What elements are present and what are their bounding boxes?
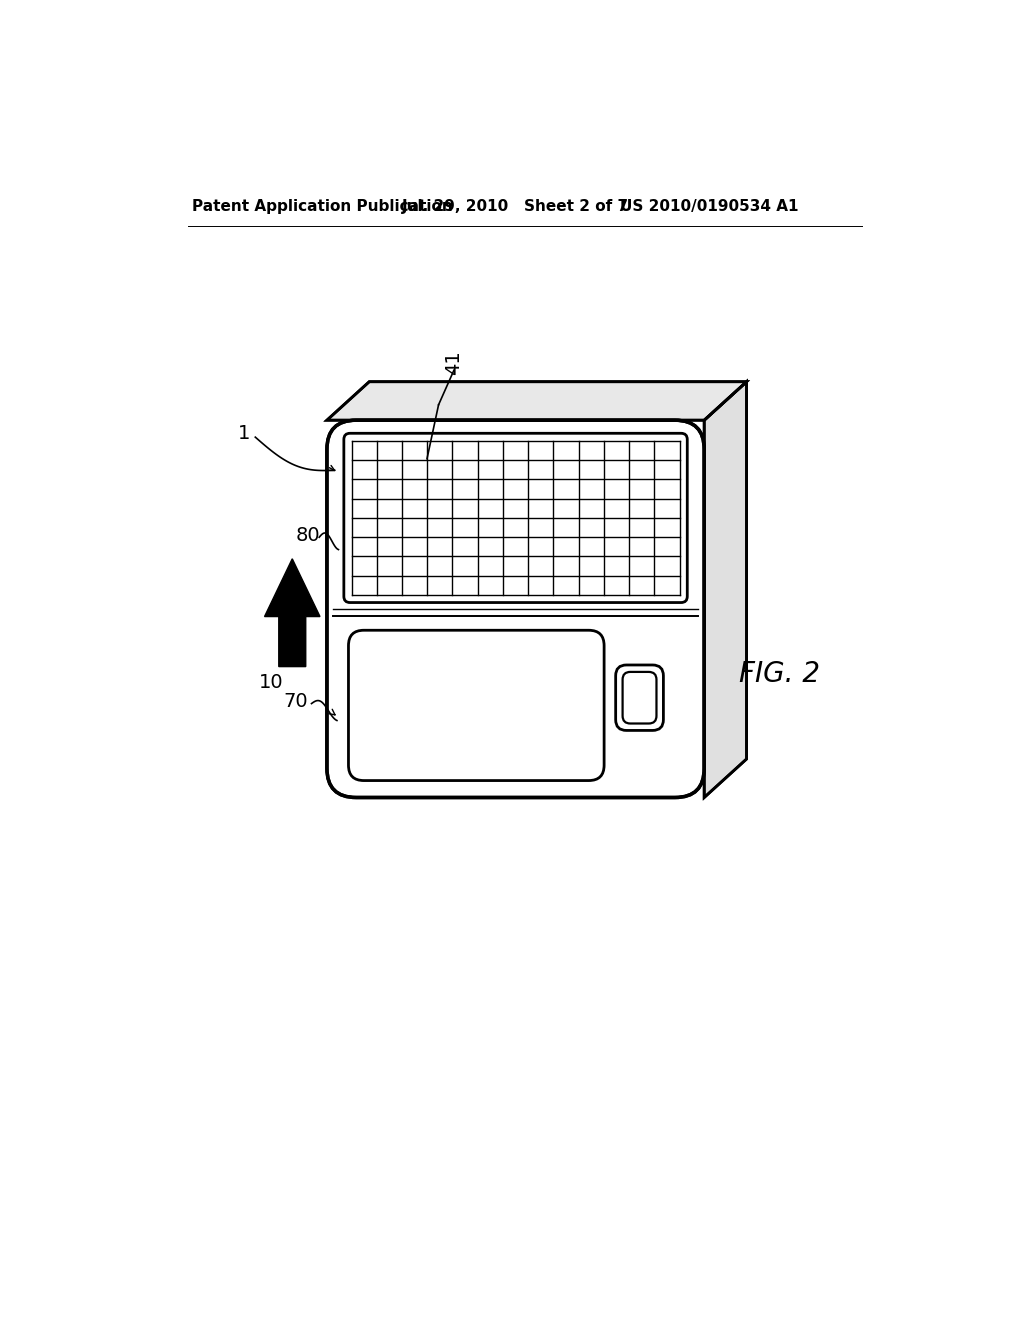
Text: 1: 1	[238, 424, 250, 442]
Text: 80: 80	[295, 527, 319, 545]
FancyBboxPatch shape	[327, 420, 705, 797]
Polygon shape	[705, 381, 746, 797]
FancyBboxPatch shape	[623, 672, 656, 723]
Text: 41: 41	[444, 350, 464, 375]
Text: Jul. 29, 2010   Sheet 2 of 7: Jul. 29, 2010 Sheet 2 of 7	[401, 199, 629, 214]
FancyBboxPatch shape	[348, 630, 604, 780]
Polygon shape	[327, 381, 746, 420]
Polygon shape	[264, 558, 319, 667]
Text: Patent Application Publication: Patent Application Publication	[193, 199, 453, 214]
Text: 10: 10	[258, 672, 283, 692]
Text: FIG. 2: FIG. 2	[739, 660, 820, 688]
FancyBboxPatch shape	[615, 665, 664, 730]
FancyBboxPatch shape	[344, 433, 687, 602]
Text: 70: 70	[284, 692, 308, 710]
Text: US 2010/0190534 A1: US 2010/0190534 A1	[620, 199, 798, 214]
